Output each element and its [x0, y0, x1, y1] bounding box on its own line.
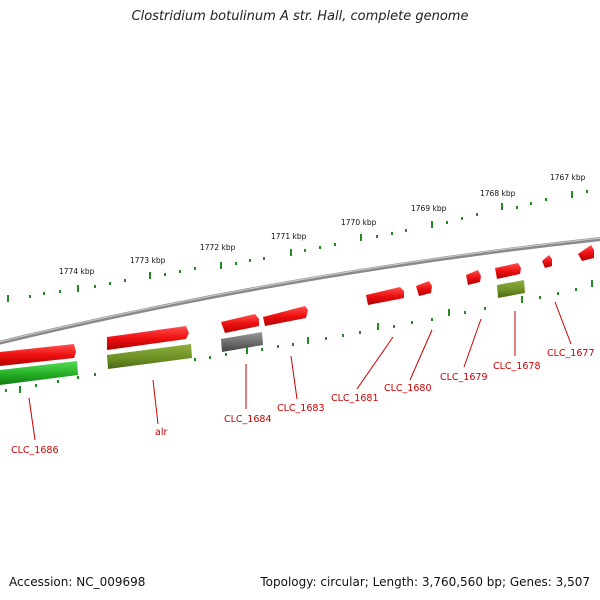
accession-text: Accession: NC_009698 — [9, 575, 146, 589]
forward-genes — [0, 245, 594, 366]
kbp-label-1768: 1768 kbp — [480, 189, 516, 198]
genome-summary-text: Topology: circular; Length: 3,760,560 bp… — [260, 575, 590, 589]
kbp-label-1769: 1769 kbp — [411, 204, 447, 213]
gene-label-clc-1684[interactable]: CLC_1684 — [224, 414, 272, 425]
lower-tick-ring — [5, 280, 593, 393]
category-genes — [0, 280, 525, 385]
map-title: Clostridium botulinum A str. Hall, compl… — [131, 9, 469, 24]
gene-arrow[interactable] — [542, 255, 552, 268]
kbp-label-1772: 1772 kbp — [200, 243, 236, 252]
gene-block[interactable] — [0, 361, 78, 385]
gene-label-clc-1677[interactable]: CLC_1677 — [547, 348, 595, 359]
gene-label-clc-1681[interactable]: CLC_1681 — [331, 393, 379, 404]
gene-arrow[interactable] — [263, 306, 308, 326]
gene-arrow[interactable] — [0, 344, 76, 366]
gene-arrow[interactable] — [578, 245, 594, 261]
gene-arrow[interactable] — [366, 287, 404, 305]
genome-backbone — [0, 237, 600, 345]
kbp-label-1767: 1767 kbp — [550, 173, 586, 182]
gene-arrow[interactable] — [221, 314, 259, 333]
kbp-label-1773: 1773 kbp — [130, 256, 166, 265]
gene-label-clc-1679[interactable]: CLC_1679 — [440, 372, 488, 383]
gene-arrow[interactable] — [107, 326, 189, 350]
kbp-label-1770: 1770 kbp — [341, 218, 377, 227]
gene-arrow[interactable] — [495, 263, 521, 279]
gene-block[interactable] — [497, 280, 525, 298]
gene-label-alr[interactable]: alr — [155, 427, 167, 438]
gene-label-clc-1680[interactable]: CLC_1680 — [384, 383, 432, 394]
gene-block[interactable] — [107, 344, 192, 369]
upper-tick-ring — [7, 190, 588, 302]
gene-label-clc-1686[interactable]: CLC_1686 — [11, 445, 59, 456]
gene-arrow[interactable] — [466, 270, 481, 285]
gene-block[interactable] — [221, 332, 263, 352]
gene-label-clc-1678[interactable]: CLC_1678 — [493, 361, 541, 372]
gene-arrow[interactable] — [416, 281, 432, 296]
kbp-label-1774: 1774 kbp — [59, 267, 95, 276]
gene-label-clc-1683[interactable]: CLC_1683 — [277, 403, 325, 414]
kbp-label-1771: 1771 kbp — [271, 232, 307, 241]
genome-backbone-highlight — [0, 237, 600, 343]
label-leaders — [28, 301, 572, 441]
